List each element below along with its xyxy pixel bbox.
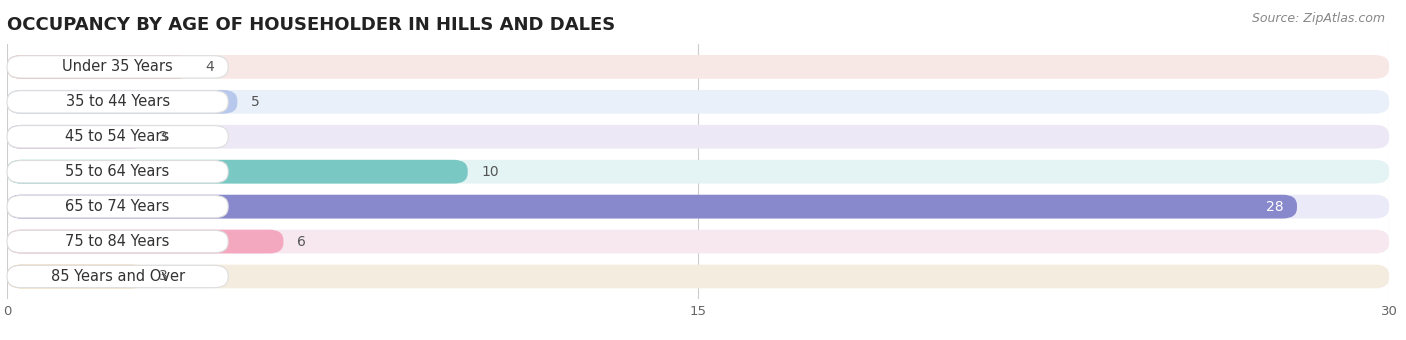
Text: 45 to 54 Years: 45 to 54 Years [66,129,170,144]
Text: 5: 5 [252,95,260,109]
FancyBboxPatch shape [7,160,1389,184]
Text: Source: ZipAtlas.com: Source: ZipAtlas.com [1251,12,1385,25]
Text: 55 to 64 Years: 55 to 64 Years [66,164,170,179]
FancyBboxPatch shape [7,90,1389,114]
FancyBboxPatch shape [7,125,1389,149]
FancyBboxPatch shape [7,230,284,253]
FancyBboxPatch shape [7,56,228,78]
FancyBboxPatch shape [7,265,228,288]
FancyBboxPatch shape [7,160,468,184]
FancyBboxPatch shape [7,195,228,218]
FancyBboxPatch shape [7,230,1389,253]
FancyBboxPatch shape [7,231,228,253]
Text: 75 to 84 Years: 75 to 84 Years [66,234,170,249]
FancyBboxPatch shape [7,160,228,183]
FancyBboxPatch shape [7,195,1296,219]
Text: 4: 4 [205,60,214,74]
FancyBboxPatch shape [7,55,1389,79]
FancyBboxPatch shape [7,55,191,79]
Text: 35 to 44 Years: 35 to 44 Years [66,94,170,109]
Text: 3: 3 [159,270,167,284]
FancyBboxPatch shape [7,125,145,149]
FancyBboxPatch shape [7,90,238,114]
FancyBboxPatch shape [7,91,228,113]
FancyBboxPatch shape [7,195,1389,219]
Text: 3: 3 [159,130,167,144]
Text: Under 35 Years: Under 35 Years [62,59,173,74]
Text: 28: 28 [1265,200,1284,214]
Text: 6: 6 [297,235,307,249]
Text: 85 Years and Over: 85 Years and Over [51,269,184,284]
Text: OCCUPANCY BY AGE OF HOUSEHOLDER IN HILLS AND DALES: OCCUPANCY BY AGE OF HOUSEHOLDER IN HILLS… [7,16,616,34]
FancyBboxPatch shape [7,265,145,288]
Text: 10: 10 [481,165,499,179]
Text: 65 to 74 Years: 65 to 74 Years [66,199,170,214]
FancyBboxPatch shape [7,265,1389,288]
FancyBboxPatch shape [7,125,228,148]
